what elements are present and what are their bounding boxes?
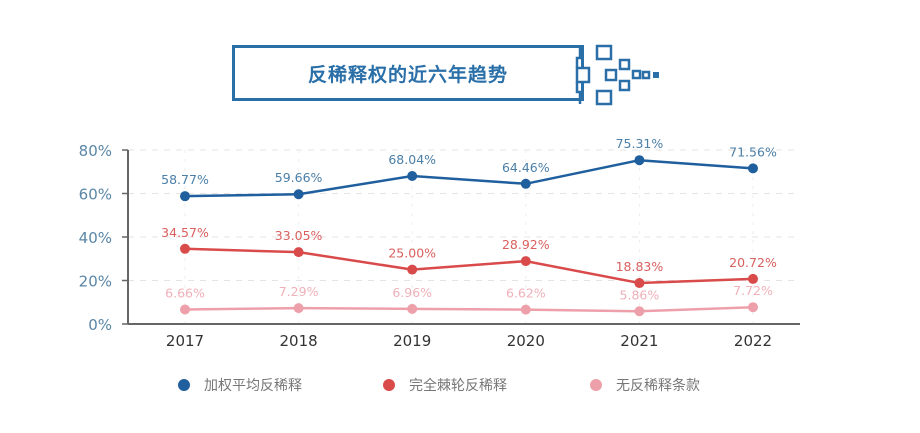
data-point xyxy=(520,178,531,189)
data-point xyxy=(634,278,645,289)
x-tick-label: 2019 xyxy=(393,332,431,350)
x-tick-label: 2018 xyxy=(280,332,318,350)
data-label: 59.66% xyxy=(275,170,323,185)
legend-item: 完全棘轮反稀释 xyxy=(383,375,507,395)
data-point xyxy=(293,189,304,200)
y-tick-label: 60% xyxy=(79,186,112,204)
data-point xyxy=(748,273,758,284)
data-point xyxy=(748,163,758,174)
data-label: 75.31% xyxy=(616,136,664,151)
legend-label: 无反稀释条款 xyxy=(616,378,700,394)
data-label: 6.66% xyxy=(165,286,205,301)
data-point xyxy=(634,155,645,166)
data-point xyxy=(293,247,304,258)
data-point xyxy=(407,264,418,275)
title-decoration xyxy=(575,44,659,106)
data-point xyxy=(634,306,645,317)
x-tick-label: 2021 xyxy=(620,332,658,350)
data-label: 71.56% xyxy=(729,144,777,159)
data-label: 58.77% xyxy=(161,172,209,187)
data-label: 33.05% xyxy=(275,228,323,243)
data-label: 64.46% xyxy=(502,160,550,175)
y-tick-label: 0% xyxy=(88,316,112,334)
y-tick-label: 80% xyxy=(79,142,112,160)
legend-marker xyxy=(178,379,190,391)
data-point xyxy=(293,303,304,314)
data-label: 7.72% xyxy=(733,283,773,298)
data-label: 25.00% xyxy=(388,246,436,261)
legend-marker xyxy=(383,379,395,391)
data-point xyxy=(180,191,190,202)
chart-title: 反稀释权的近六年趋势 xyxy=(307,63,508,86)
legend-label: 完全棘轮反稀释 xyxy=(409,378,507,394)
data-point xyxy=(520,256,531,267)
series-line-3 xyxy=(184,305,754,313)
series-line-1 xyxy=(184,158,754,198)
data-label: 68.04% xyxy=(388,152,436,167)
data-point xyxy=(407,303,418,314)
legend-marker xyxy=(590,379,602,391)
x-tick-label: 2017 xyxy=(166,332,204,350)
y-tick-label: 20% xyxy=(79,273,112,291)
legend-label: 加权平均反稀释 xyxy=(204,378,302,394)
data-point xyxy=(180,243,190,254)
data-label: 6.62% xyxy=(506,286,546,301)
data-label: 5.86% xyxy=(620,287,660,302)
data-label: 20.72% xyxy=(729,255,777,270)
data-point xyxy=(520,304,531,315)
data-point xyxy=(407,171,418,182)
data-label: 18.83% xyxy=(616,259,664,274)
data-label: 7.29% xyxy=(279,284,319,299)
x-tick-label: 2020 xyxy=(507,332,545,350)
legend-item: 无反稀释条款 xyxy=(590,375,700,395)
data-label: 6.96% xyxy=(392,285,432,300)
y-tick-label: 40% xyxy=(79,229,112,247)
data-label: 28.92% xyxy=(502,237,550,252)
data-point xyxy=(180,304,190,315)
legend-item: 加权平均反稀释 xyxy=(178,375,302,395)
data-point xyxy=(748,302,758,313)
data-label: 34.57% xyxy=(161,225,209,240)
x-tick-label: 2022 xyxy=(734,332,772,350)
series-line-2 xyxy=(184,247,754,285)
